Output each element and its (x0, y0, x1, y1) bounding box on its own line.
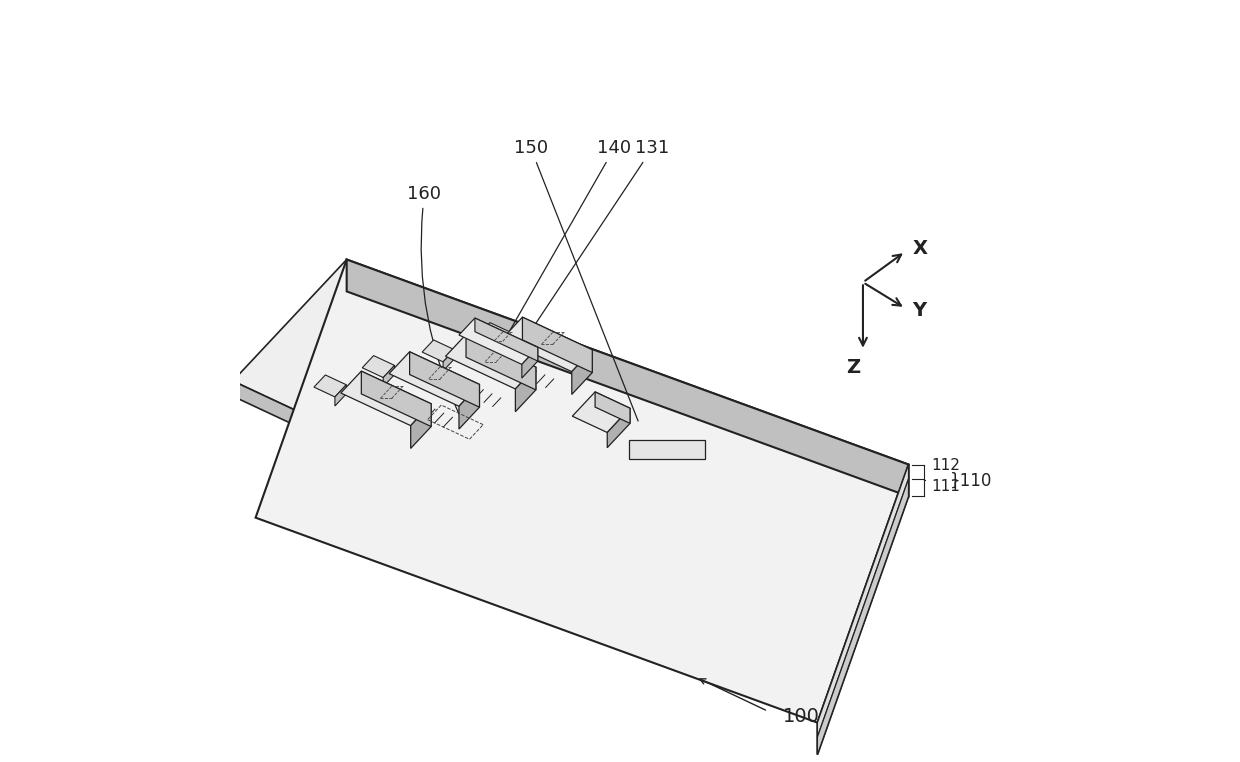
Text: X: X (913, 239, 928, 258)
Polygon shape (502, 317, 593, 372)
Polygon shape (410, 404, 432, 448)
Polygon shape (466, 335, 536, 390)
Polygon shape (459, 384, 480, 429)
Polygon shape (362, 356, 394, 377)
Polygon shape (459, 318, 538, 364)
Polygon shape (516, 367, 536, 411)
Polygon shape (572, 350, 593, 395)
Polygon shape (817, 465, 909, 737)
Polygon shape (522, 317, 593, 373)
Text: Y: Y (913, 302, 926, 321)
Polygon shape (445, 335, 536, 389)
Polygon shape (817, 465, 909, 754)
Polygon shape (573, 392, 630, 433)
Polygon shape (595, 392, 630, 424)
Text: }110: }110 (950, 472, 993, 489)
Polygon shape (383, 366, 394, 386)
Polygon shape (817, 479, 909, 754)
Polygon shape (500, 332, 511, 354)
Polygon shape (335, 385, 346, 406)
Polygon shape (409, 352, 480, 407)
Polygon shape (233, 260, 696, 544)
Polygon shape (475, 318, 538, 361)
Text: 100: 100 (784, 707, 820, 726)
Polygon shape (443, 350, 455, 371)
Polygon shape (479, 322, 511, 344)
Polygon shape (347, 260, 909, 496)
Text: Z: Z (846, 358, 861, 377)
Text: 150: 150 (513, 139, 639, 421)
Polygon shape (389, 352, 480, 406)
Polygon shape (255, 260, 909, 722)
Polygon shape (233, 381, 582, 559)
Polygon shape (629, 440, 706, 459)
Text: 112: 112 (931, 458, 960, 473)
Polygon shape (608, 408, 630, 448)
Text: 160: 160 (408, 185, 461, 420)
Text: 140: 140 (507, 139, 631, 335)
Polygon shape (361, 371, 432, 427)
Polygon shape (582, 423, 696, 559)
Polygon shape (314, 375, 346, 397)
Text: 131: 131 (526, 139, 670, 338)
Text: 111: 111 (931, 479, 960, 494)
Polygon shape (522, 347, 538, 378)
Polygon shape (422, 340, 455, 362)
Polygon shape (341, 371, 432, 426)
